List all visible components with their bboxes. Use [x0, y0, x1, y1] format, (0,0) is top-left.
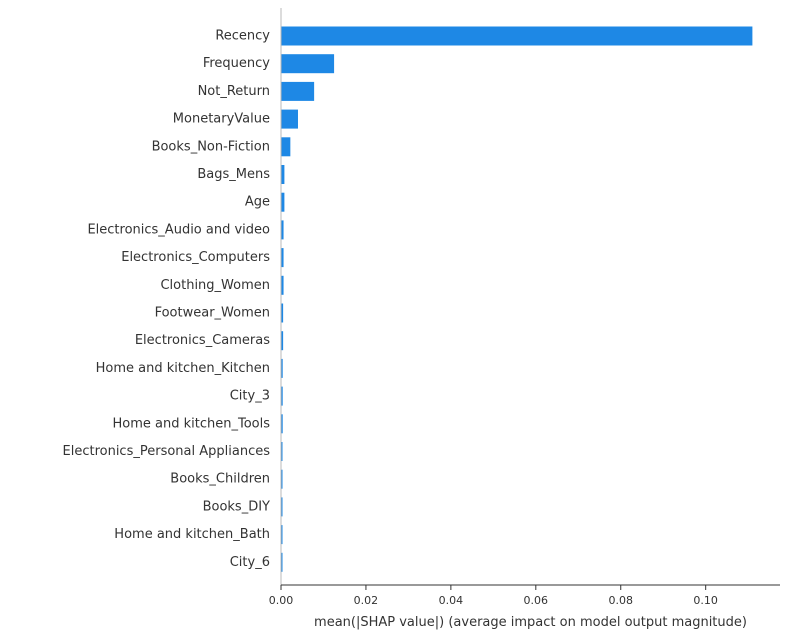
- feature-label: Age: [245, 195, 270, 210]
- bar-17: [281, 497, 283, 517]
- bar-7: [281, 220, 284, 240]
- bar-12: [281, 358, 283, 378]
- bar-9: [281, 275, 284, 295]
- feature-label: Footwear_Women: [155, 306, 270, 321]
- x-tick-label: 0.04: [439, 594, 464, 607]
- x-axis-title: mean(|SHAP value|) (average impact on mo…: [314, 615, 747, 630]
- feature-label: Clothing_Women: [160, 278, 270, 293]
- bars-layer: [281, 26, 753, 572]
- x-axis: 0.00 0.02 0.04 0.06 0.08 0.10 mean(|SHAP value…: [269, 8, 780, 630]
- x-tick-label: 0.08: [608, 594, 633, 607]
- feature-label: Home and kitchen_Tools: [113, 416, 271, 431]
- x-tick-label: 0.00: [269, 594, 294, 607]
- bar-6: [281, 192, 285, 212]
- feature-label: Home and kitchen_Bath: [114, 527, 270, 542]
- bar-4: [281, 137, 291, 157]
- feature-label: Home and kitchen_Kitchen: [96, 361, 270, 376]
- feature-labels-layer: Recency Frequency Not_Return MonetaryValue B…: [63, 29, 271, 570]
- feature-label: Books_DIY: [203, 499, 270, 514]
- feature-label: MonetaryValue: [173, 112, 270, 127]
- feature-label: Electronics_Personal Appliances: [63, 444, 271, 459]
- x-tick-label: 0.06: [524, 594, 549, 607]
- bar-1: [281, 54, 335, 74]
- x-tick-label: 0.02: [354, 594, 379, 607]
- bar-15: [281, 442, 283, 461]
- bar-13: [281, 386, 283, 406]
- feature-label: Electronics_Audio and video: [87, 222, 270, 237]
- x-tick-label: 0.10: [693, 594, 718, 607]
- bar-16: [281, 469, 283, 489]
- bar-18: [281, 525, 283, 545]
- bar-8: [281, 248, 284, 268]
- feature-label: Bags_Mens: [197, 167, 270, 182]
- bar-14: [281, 414, 283, 434]
- feature-label: Books_Non-Fiction: [152, 139, 270, 154]
- bar-19: [281, 552, 283, 572]
- bar-11: [281, 331, 284, 351]
- feature-label: Not_Return: [198, 84, 270, 99]
- feature-label: Frequency: [203, 56, 270, 71]
- feature-label: Books_Children: [170, 472, 270, 487]
- feature-label: Electronics_Cameras: [135, 333, 270, 348]
- feature-label: City_6: [230, 555, 270, 570]
- bar-10: [281, 303, 284, 323]
- feature-label: Electronics_Computers: [121, 250, 270, 265]
- feature-label: Recency: [215, 29, 270, 44]
- bar-5: [281, 165, 285, 184]
- feature-label: City_3: [230, 389, 270, 404]
- bar-2: [281, 81, 315, 101]
- bar-3: [281, 109, 298, 129]
- bar-0: [281, 26, 753, 46]
